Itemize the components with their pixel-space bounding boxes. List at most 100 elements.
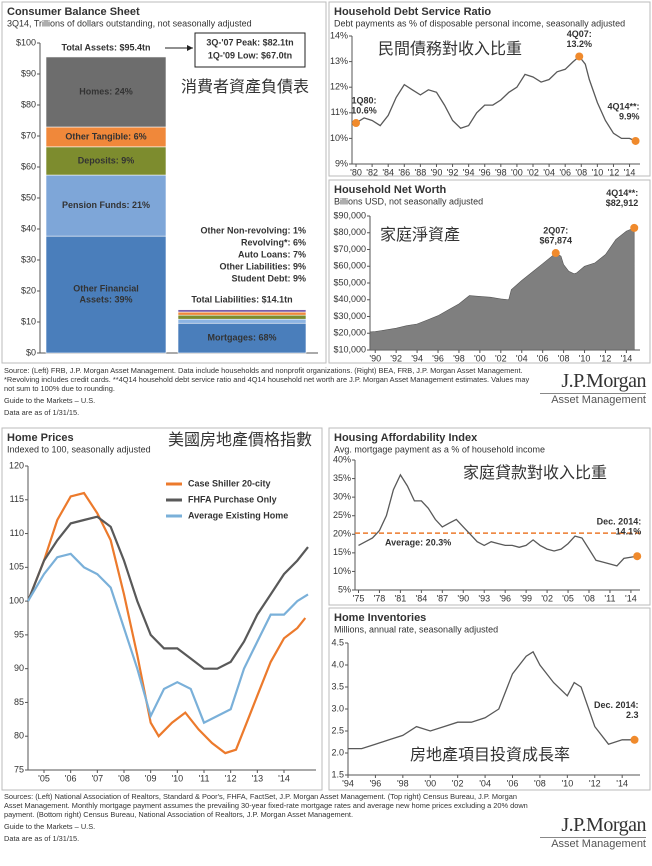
logo-text: J.P.Morgan xyxy=(561,814,646,836)
line xyxy=(26,515,309,670)
line xyxy=(26,491,307,755)
x-tick-label: '92 xyxy=(390,353,402,363)
x-tick-label: '12 xyxy=(225,773,237,783)
highlight-label: 13.2% xyxy=(566,39,592,49)
x-tick-label: '08 xyxy=(534,778,546,788)
highlight-label: 10.6% xyxy=(351,105,377,115)
y-tick-label: 80 xyxy=(14,731,24,741)
highlight-dot xyxy=(630,223,639,232)
y-tick-label: $30,000 xyxy=(333,311,366,321)
chart-subtitle: Indexed to 100, seasonally adjusted xyxy=(7,444,151,454)
highlight-label: 2.3 xyxy=(626,710,639,720)
x-tick-label: '86 xyxy=(398,167,410,177)
y-tick-label: 105 xyxy=(9,562,24,572)
x-tick-label: '98 xyxy=(397,778,409,788)
stack-segment xyxy=(45,146,167,176)
x-tick-label: '08 xyxy=(118,773,130,783)
x-tick-label: '14 xyxy=(278,773,290,783)
panel xyxy=(1,427,323,791)
x-tick-label: '00 xyxy=(474,353,486,363)
x-tick-label: '02 xyxy=(527,167,539,177)
x-tick-label: '12 xyxy=(600,353,612,363)
line xyxy=(348,650,635,750)
x-tick-label: '87 xyxy=(436,593,448,603)
callout-text: 1Q-'09 Low: $67.0tn xyxy=(208,50,292,60)
x-tick-label: '05 xyxy=(562,593,574,603)
y-tick-label: $90 xyxy=(21,68,36,78)
x-tick-label: '07 xyxy=(91,773,103,783)
segment-label: Revolving*: 6% xyxy=(241,238,306,248)
y-tick-label: 100 xyxy=(9,595,24,605)
y-tick-label: 10% xyxy=(333,566,351,576)
y-tick-label: 9% xyxy=(335,158,348,168)
y-tick-label: 20% xyxy=(333,529,351,539)
y-tick-label: $50 xyxy=(21,192,36,202)
segment-label: Deposits: 9% xyxy=(78,155,135,165)
chart-subtitle: Billions USD, not seasonally adjusted xyxy=(334,196,483,206)
x-tick-label: '11 xyxy=(604,593,615,603)
chart-title: Home Inventories xyxy=(334,612,426,624)
stack-segment xyxy=(177,311,307,316)
y-tick-label: 4.5 xyxy=(331,637,344,647)
x-tick-label: '80 xyxy=(350,167,362,177)
highlight-dot xyxy=(551,249,560,258)
stack-segment xyxy=(177,314,307,320)
highlight-label: 4Q14**: xyxy=(608,101,640,111)
x-tick-label: '06 xyxy=(507,778,519,788)
x-tick-label: '96 xyxy=(479,167,491,177)
highlight-label: 9.9% xyxy=(619,111,640,121)
logo-bottom: J.P.Morgan Asset Management xyxy=(540,814,647,850)
y-tick-label: $80,000 xyxy=(333,227,366,237)
x-tick-label: '96 xyxy=(499,593,511,603)
y-tick-label: 40% xyxy=(333,454,351,464)
y-tick-label: 5% xyxy=(338,584,351,594)
chart-title: Housing Affordability Index xyxy=(334,432,478,444)
legend-label: Average Existing Home xyxy=(188,510,288,520)
x-tick-label: '10 xyxy=(561,778,573,788)
x-tick-label: '84 xyxy=(382,167,394,177)
legend-label: Case Shiller 20-city xyxy=(188,478,271,488)
x-tick-label: '08 xyxy=(558,353,570,363)
y-tick-label: 25% xyxy=(333,510,351,520)
segment-label: Homes: 24% xyxy=(79,86,133,96)
y-tick-label: 1.5 xyxy=(331,769,344,779)
x-tick-label: '02 xyxy=(452,778,464,788)
chart-subtitle: Debt payments as % of disposable persona… xyxy=(334,18,625,28)
segment-label: Assets: 39% xyxy=(79,294,132,304)
chart-subtitle: Avg. mortgage payment as a % of househol… xyxy=(334,444,545,454)
annotation-note: 房地產項目投資成長率 xyxy=(410,746,570,764)
segment-label: Pension Funds: 21% xyxy=(62,200,150,210)
footnote-top: Source: (Left) FRB, J.P. Morgan Asset Ma… xyxy=(4,366,534,420)
chart-subtitle: 3Q14, Trillions of dollars outstanding, … xyxy=(7,18,252,28)
x-tick-label: '93 xyxy=(478,593,490,603)
x-tick-label: '00 xyxy=(511,167,523,177)
line xyxy=(355,55,636,142)
y-tick-label: $70 xyxy=(21,130,36,140)
highlight-label: Dec. 2014: xyxy=(597,517,642,527)
area xyxy=(369,227,635,351)
y-tick-label: 3.0 xyxy=(331,703,344,713)
panel xyxy=(328,607,651,791)
x-tick-label: '05 xyxy=(38,773,50,783)
y-tick-label: 85 xyxy=(14,697,24,707)
y-tick-label: 15% xyxy=(333,547,351,557)
x-tick-label: '09 xyxy=(145,773,157,783)
x-tick-label: '92 xyxy=(447,167,459,177)
highlight-label: Dec. 2014: xyxy=(594,700,639,710)
y-tick-label: $10,000 xyxy=(333,344,366,354)
y-tick-label: 120 xyxy=(9,460,24,470)
annotation-note: 家庭淨資產 xyxy=(380,226,460,244)
segment-label: Mortgages: 68% xyxy=(207,332,276,342)
logo-text: J.P.Morgan xyxy=(561,370,646,392)
y-tick-label: 2.5 xyxy=(331,725,344,735)
y-tick-label: 115 xyxy=(10,494,24,504)
highlight-dot xyxy=(631,136,640,145)
logo-sub: Asset Management xyxy=(540,837,646,850)
x-tick-label: '94 xyxy=(342,778,354,788)
x-tick-label: '14 xyxy=(621,353,633,363)
x-tick-label: '08 xyxy=(575,167,587,177)
x-tick-label: '94 xyxy=(411,353,423,363)
annotation-note: 消費者資產負債表 xyxy=(181,78,309,96)
y-tick-label: 13% xyxy=(330,56,348,66)
